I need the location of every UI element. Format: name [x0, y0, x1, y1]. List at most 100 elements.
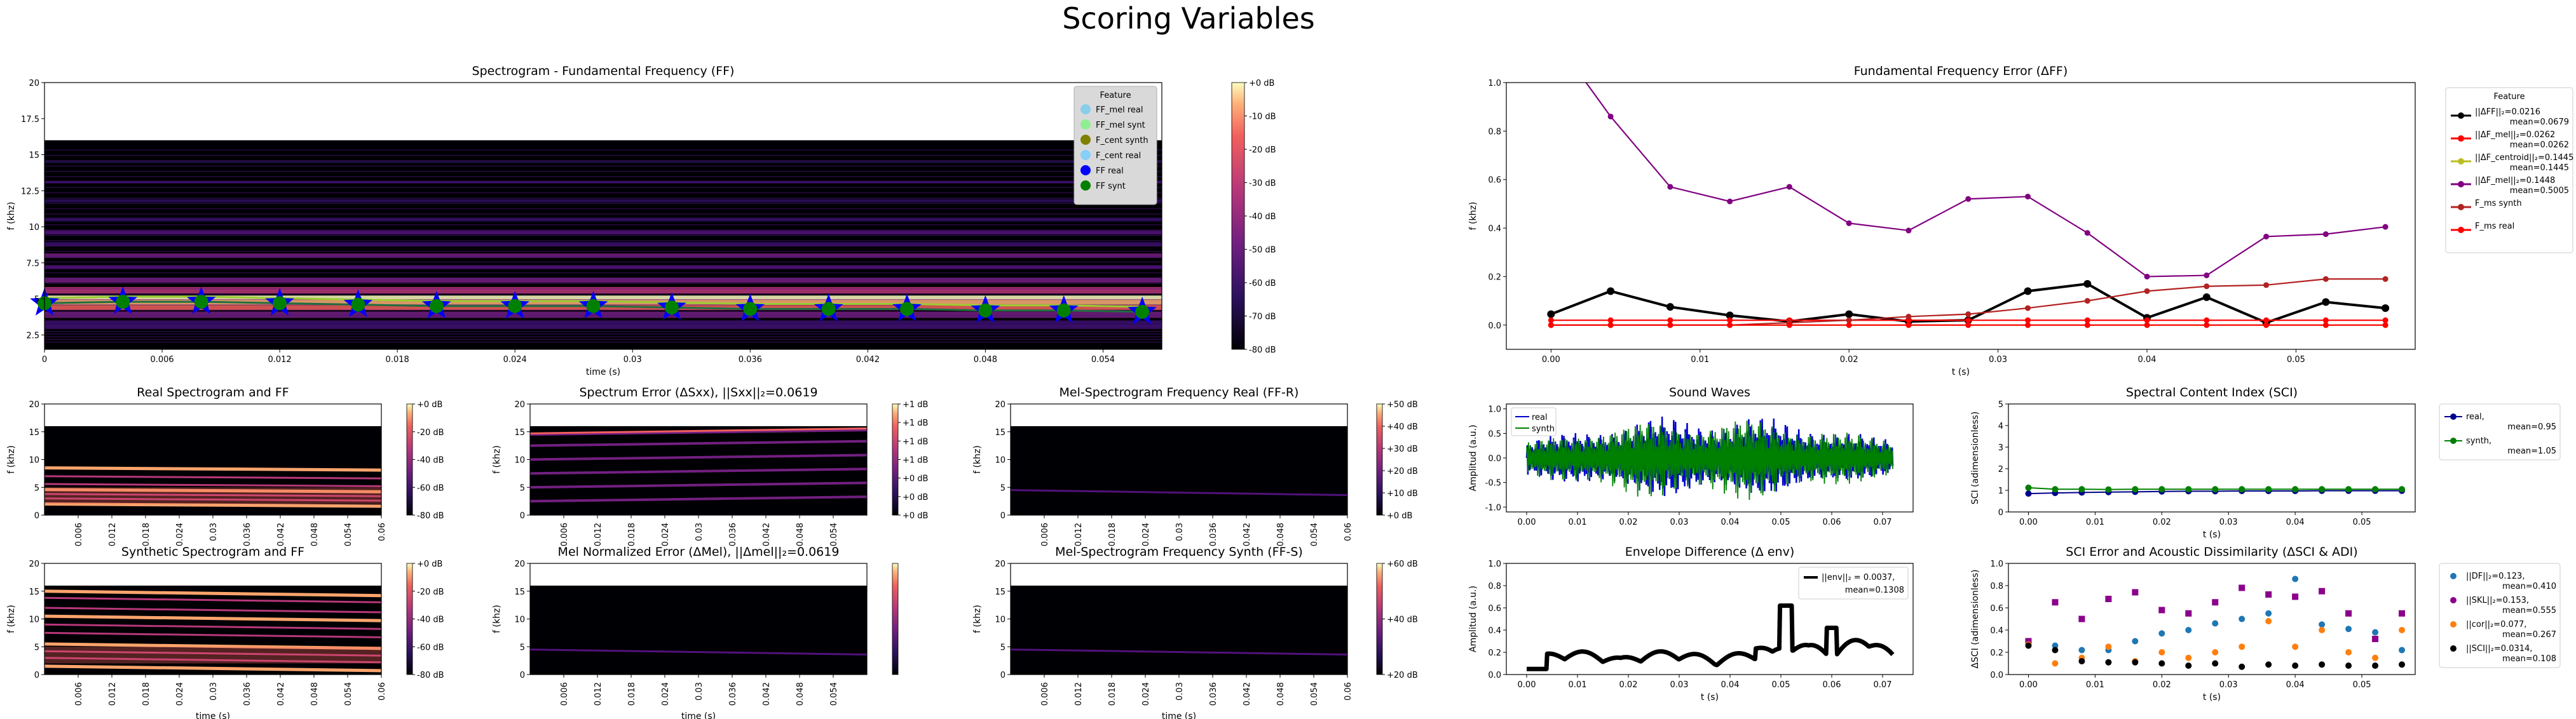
legend-label: F_ms real [2475, 222, 2514, 231]
series-point [2185, 662, 2192, 669]
x-tick-label: 0.04 [2138, 355, 2157, 365]
legend-label: mean=0.0679 [2510, 118, 2569, 127]
legend-marker [1080, 104, 1091, 114]
y-tick-label: 20 [29, 79, 39, 88]
panel-title: SCI Error and Acoustic Dissimilarity (ΔS… [2066, 545, 2357, 559]
x-tick-label: 0.05 [2287, 355, 2305, 365]
ff-synt-marker [743, 302, 758, 316]
legend-label: F_cent real [1096, 151, 1141, 161]
legend-label: ||ΔFF||₂=0.0216 [2475, 107, 2540, 117]
y-tick-label: 0 [34, 511, 39, 521]
series-point [2024, 322, 2031, 328]
series-point [2212, 620, 2219, 627]
spectrogram-band [44, 502, 382, 508]
series-point [2399, 610, 2406, 617]
series-point [2084, 230, 2090, 236]
colorbar-label: +40 dB [1387, 615, 1418, 625]
series-point [1607, 317, 1614, 323]
legend-marker [1080, 150, 1091, 160]
spectrogram-band [44, 623, 382, 630]
series-point [1607, 322, 1614, 328]
y-tick-label: 0 [1000, 511, 1005, 521]
x-tick-label: 0.02 [1619, 518, 1638, 527]
x-tick-label: 0.03 [209, 682, 219, 701]
legend-label: ||env||₂ = 0.0037, [1822, 573, 1895, 582]
series-point [2025, 642, 2032, 649]
x-axis-label: t (s) [2203, 530, 2221, 540]
axes-frame [1506, 82, 2416, 350]
legend-label: FF_mel real [1096, 105, 1143, 115]
panel-sci: Spectral Content Index (SCI) 0 1 2 3 4 5 SCI (a… [1970, 386, 2561, 540]
legend-box [1798, 567, 1909, 600]
x-tick-label: 0.018 [627, 682, 637, 706]
colorbar-label: +0 dB [417, 400, 442, 410]
x-tick-label: 0.03 [2219, 680, 2238, 690]
y-tick-label: 0.8 [1488, 582, 1501, 591]
legend-title: Feature [2493, 92, 2525, 102]
ff-synt-marker [429, 299, 444, 313]
plot-area [1525, 416, 1894, 501]
x-tick-label: 0.036 [243, 523, 252, 546]
panel-waves: Sound Waves -1.0 -0.5 0.0 0.5 1.0 Amplitud (a.… [1468, 386, 1914, 527]
legend-marker [2458, 112, 2464, 119]
series-point [2132, 589, 2139, 596]
series-point [2132, 486, 2139, 493]
x-tick-label: 0.012 [268, 355, 291, 365]
y-tick-label: 1.0 [1488, 405, 1501, 415]
series-point [1666, 303, 1674, 311]
x-tick-label: 0.042 [276, 523, 286, 546]
y-tick-label: 15 [995, 588, 1005, 597]
x-tick-label: 0.006 [560, 682, 569, 706]
x-tick-label: 0.06 [378, 682, 387, 701]
legend-marker [1080, 180, 1091, 191]
series-point [2024, 305, 2031, 311]
legend-box [2439, 403, 2561, 460]
x-tick-label: 0.00 [1518, 518, 1536, 527]
x-tick-label: 0.036 [728, 523, 738, 546]
series-point [2144, 273, 2150, 279]
y-tick-label: 15 [29, 151, 39, 161]
legend-marker [2458, 181, 2464, 187]
series-point [1965, 317, 1972, 323]
y-tick-label: -1.0 [1485, 503, 1501, 513]
series-point [1846, 317, 1852, 323]
x-tick-label: 0.07 [1874, 518, 1892, 527]
y-tick-label: 10 [995, 456, 1005, 466]
y-tick-label: 5 [1000, 483, 1005, 493]
series-point [1845, 310, 1853, 318]
y-tick-label: 5 [34, 643, 39, 652]
legend-label: ||DF||₂=0.123, [2466, 572, 2525, 581]
y-tick-label: 5 [34, 295, 39, 305]
legend-marker [2458, 227, 2464, 233]
x-tick-label: 0.04 [1721, 680, 1740, 690]
x-tick-label: 0.024 [661, 523, 671, 546]
legend-label: mean=0.267 [2502, 630, 2556, 640]
y-tick-label: 0.4 [1488, 626, 1501, 636]
series-point [2292, 643, 2299, 650]
spectrogram-band [529, 427, 868, 434]
series-point [1547, 310, 1555, 318]
spectrogram-band [44, 311, 1162, 318]
x-tick-label: 0.018 [142, 682, 151, 706]
spectrogram-band [44, 242, 1162, 246]
y-tick-label: 10 [29, 223, 39, 232]
legend-label: mean=0.410 [2502, 582, 2556, 591]
y-tick-label: 0.0 [1488, 671, 1501, 680]
legend-marker [2450, 573, 2457, 579]
x-tick-label: 0.012 [594, 682, 603, 706]
series-point [2052, 599, 2059, 606]
y-tick-label: 0.8 [1488, 127, 1501, 137]
series-point [2144, 317, 2150, 323]
legend-label: mean=0.1308 [1845, 586, 1904, 595]
x-tick-label: 0.018 [386, 355, 409, 365]
series-point [2372, 662, 2379, 669]
y-tick-label: 0 [520, 511, 525, 521]
series-point [2382, 224, 2389, 230]
x-tick-label: 0.006 [560, 523, 569, 546]
series-point [2372, 636, 2379, 642]
colorbar-label: -20 dB [417, 428, 444, 438]
y-tick-label: 10 [514, 615, 525, 625]
series-point [2132, 638, 2139, 645]
y-tick-label: 5 [1998, 400, 2003, 410]
x-tick-label: 0.03 [1175, 523, 1185, 541]
